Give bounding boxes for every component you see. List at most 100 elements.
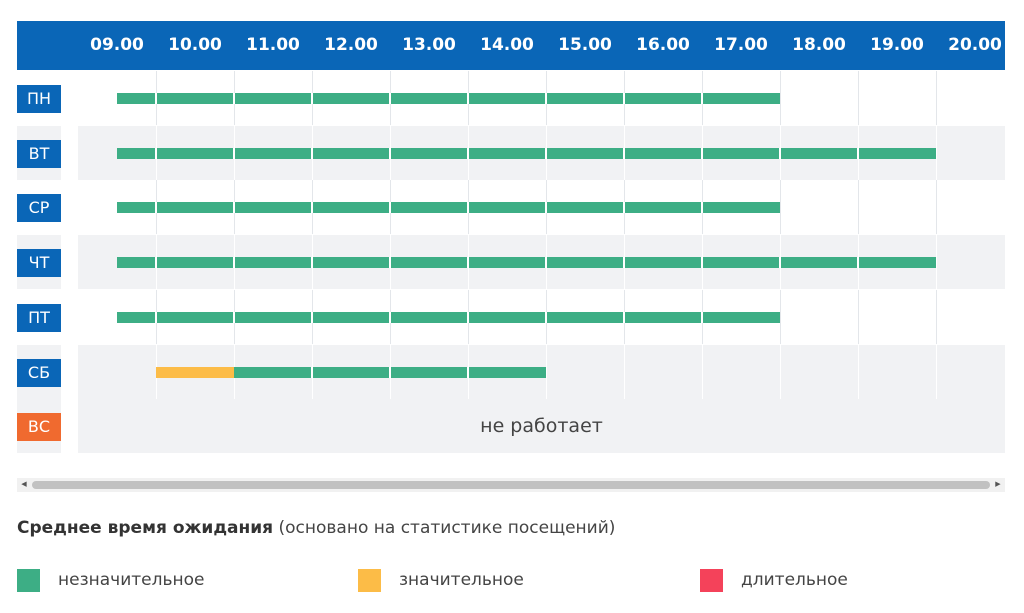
segment-divider	[467, 93, 469, 104]
wait-segment-low	[117, 147, 936, 159]
day-row: ПН	[17, 71, 1005, 125]
hour-label: 18.00	[792, 35, 846, 55]
segment-divider	[389, 311, 391, 323]
hour-label: 09.00	[90, 35, 144, 55]
segment-divider	[233, 93, 235, 104]
segment-divider	[311, 202, 313, 214]
grid-line	[780, 289, 781, 344]
day-row: ВТ	[17, 125, 1005, 180]
segment-divider	[701, 257, 703, 269]
hour-label: 20.00	[948, 35, 1002, 55]
hour-label: 16.00	[636, 35, 690, 55]
day-cell: ПН	[17, 71, 61, 125]
segment-divider	[779, 147, 781, 159]
hour-label: 17.00	[714, 35, 768, 55]
day-badge: СБ	[17, 358, 61, 387]
segment-divider	[467, 366, 469, 378]
segment-divider	[233, 147, 235, 159]
segment-divider	[389, 93, 391, 104]
segment-divider	[857, 147, 859, 159]
scroll-thumb[interactable]	[32, 481, 990, 489]
grid-line	[858, 344, 859, 399]
grid-line	[858, 71, 859, 125]
segment-divider	[545, 147, 547, 159]
segment-divider	[701, 93, 703, 104]
segment-divider	[545, 311, 547, 323]
day-badge: ВТ	[17, 139, 61, 168]
day-cell: ВТ	[17, 125, 61, 180]
scroll-right-icon[interactable]: ▶	[995, 481, 1001, 488]
segment-divider	[467, 311, 469, 323]
hour-label: 12.00	[324, 35, 378, 55]
segment-divider	[311, 147, 313, 159]
hours-header: 09.00 10.00 11.00 12.00 13.00 14.00 15.00 16.00…	[17, 21, 1005, 70]
day-row: ВС не работает	[17, 399, 1005, 454]
segment-divider	[779, 257, 781, 269]
closed-label: не работает	[480, 415, 603, 438]
scroll-left-icon[interactable]: ◀	[21, 481, 27, 488]
grid-line	[780, 344, 781, 399]
day-badge: ВС	[17, 413, 61, 442]
legend-swatch-mid	[358, 569, 381, 592]
legend-title-rest: (основано на статистике посещений)	[273, 518, 616, 538]
grid-line	[858, 289, 859, 344]
wait-segment-low	[117, 257, 936, 269]
grid-line	[936, 344, 937, 399]
segment-divider	[623, 202, 625, 214]
grid-line	[702, 344, 703, 399]
day-row: ЧТ	[17, 235, 1005, 290]
segment-divider	[155, 202, 157, 214]
grid-line	[546, 344, 547, 399]
segment-divider	[311, 311, 313, 323]
legend-title: Среднее время ожидания (основано на стат…	[17, 518, 615, 538]
day-row: СБ	[17, 344, 1005, 399]
horizontal-scrollbar[interactable]: ◀ ▶	[17, 478, 1005, 492]
wait-segment-low	[117, 202, 780, 214]
grid-line	[936, 125, 937, 180]
legend-title-bold: Среднее время ожидания	[17, 518, 274, 538]
grid-line	[936, 180, 937, 235]
day-badge: ПН	[17, 85, 61, 113]
segment-divider	[623, 93, 625, 104]
grid-line	[936, 71, 937, 125]
day-cell: СБ	[17, 344, 61, 399]
segment-divider	[623, 311, 625, 323]
segment-divider	[233, 257, 235, 269]
grid-line	[780, 71, 781, 125]
day-row: СР	[17, 180, 1005, 235]
day-badge: ПТ	[17, 303, 61, 332]
grid-line	[936, 289, 937, 344]
day-cell: ЧТ	[17, 235, 61, 290]
day-cell: СР	[17, 180, 61, 234]
segment-divider	[389, 366, 391, 378]
day-badge: ЧТ	[17, 249, 61, 278]
segment-divider	[467, 257, 469, 269]
segment-divider	[701, 147, 703, 159]
wait-segment-low	[117, 93, 780, 104]
day-cell: ПТ	[17, 290, 61, 344]
segment-divider	[389, 202, 391, 214]
segment-divider	[155, 147, 157, 159]
segment-divider	[467, 147, 469, 159]
segment-divider	[155, 93, 157, 104]
segment-divider	[545, 93, 547, 104]
day-cell: ВС	[17, 399, 61, 454]
day-row: ПТ	[17, 289, 1005, 344]
segment-divider	[545, 257, 547, 269]
segment-divider	[857, 257, 859, 269]
grid-line	[936, 235, 937, 290]
legend-label-low: незначительное	[58, 570, 205, 590]
hour-label: 13.00	[402, 35, 456, 55]
hour-label: 19.00	[870, 35, 924, 55]
wait-segment-low	[117, 311, 780, 323]
hour-label: 15.00	[558, 35, 612, 55]
segment-divider	[311, 93, 313, 104]
segment-divider	[155, 311, 157, 323]
segment-divider	[389, 257, 391, 269]
legend-swatch-low	[17, 569, 40, 592]
segment-divider	[233, 311, 235, 323]
segment-divider	[701, 311, 703, 323]
segment-divider	[701, 202, 703, 214]
hour-label: 14.00	[480, 35, 534, 55]
segment-divider	[623, 257, 625, 269]
